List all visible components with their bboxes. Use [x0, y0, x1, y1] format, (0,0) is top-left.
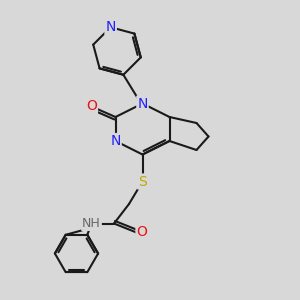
- Text: N: N: [110, 134, 121, 148]
- Text: N: N: [137, 97, 148, 110]
- Text: N: N: [105, 20, 116, 34]
- Text: O: O: [136, 226, 147, 239]
- Text: O: O: [86, 100, 97, 113]
- Text: NH: NH: [82, 217, 101, 230]
- Text: S: S: [138, 175, 147, 188]
